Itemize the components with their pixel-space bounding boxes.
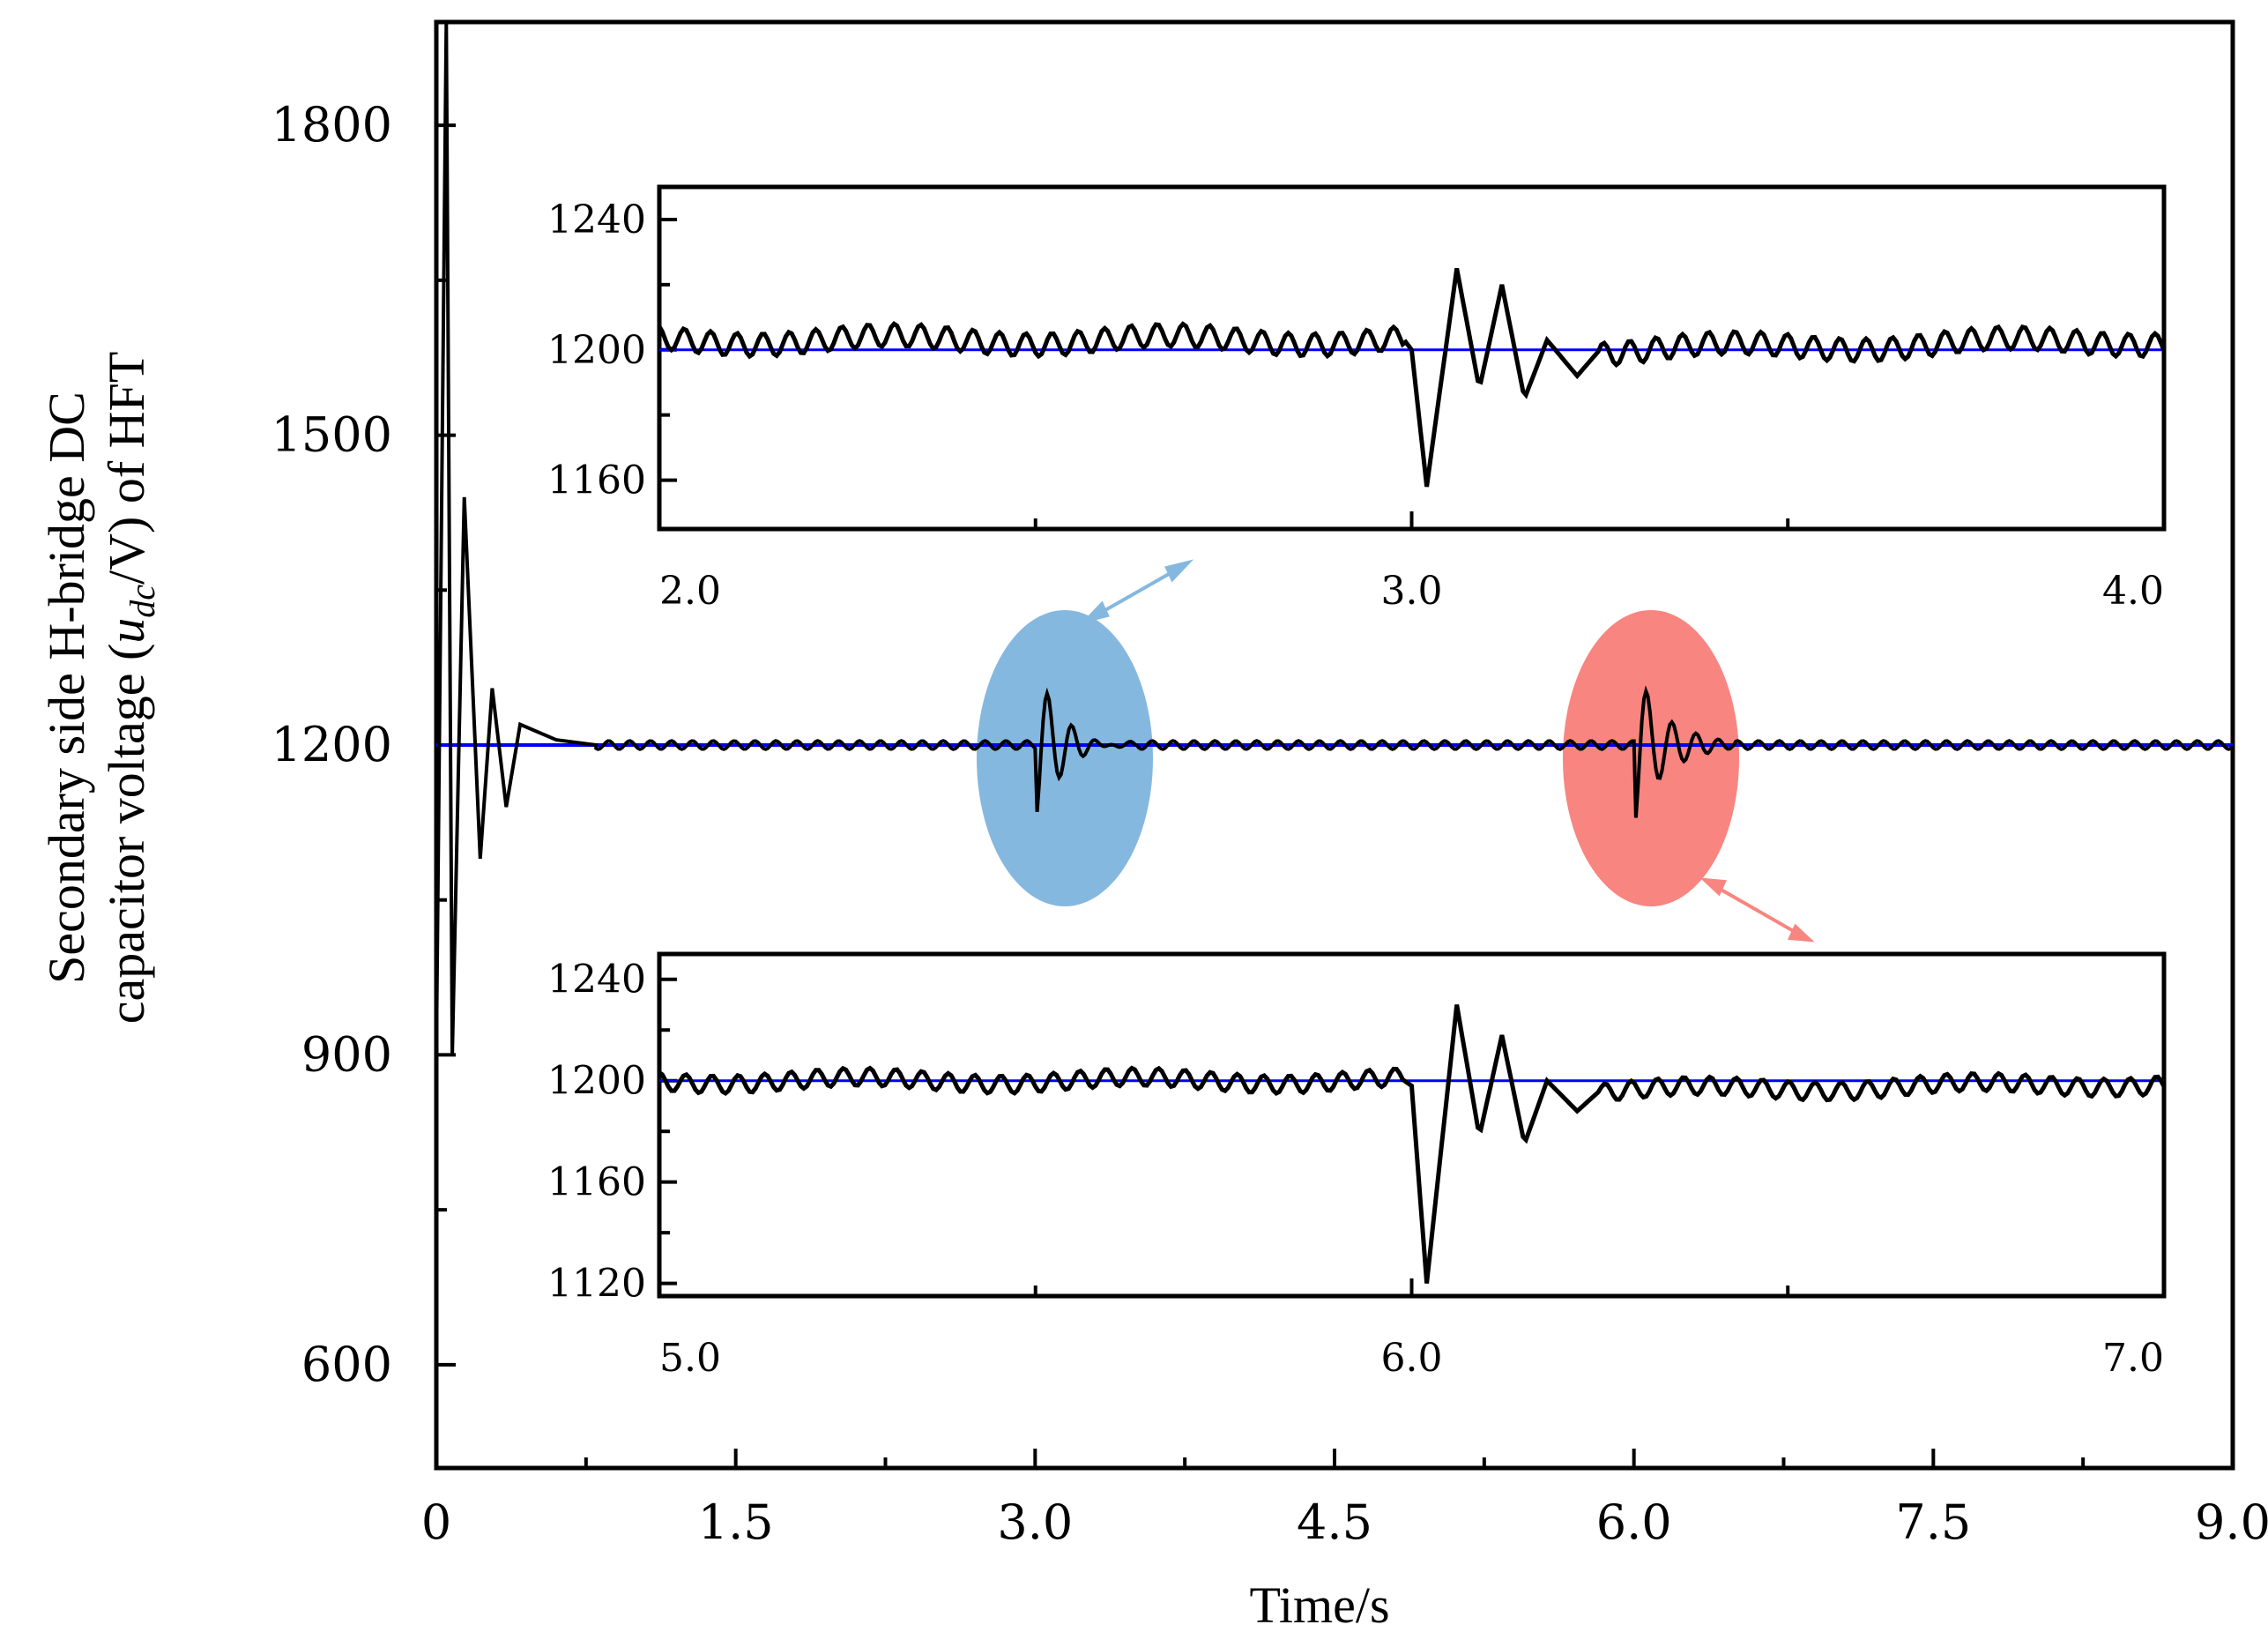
y-axis-title: Secondary side H-bridge DC capacitor vol… (38, 352, 162, 1025)
arrow-blue (1080, 559, 1194, 624)
inset-x-tick-label: 7.0 (2102, 1336, 2164, 1381)
inset-x-tick-label: 2.0 (659, 569, 721, 614)
x-tick-label: 4.5 (1297, 1494, 1372, 1550)
inset-x-tick-label: 3.0 (1381, 569, 1443, 614)
inset-y-tick-label: 1160 (547, 458, 646, 503)
inset-x-tick-label: 5.0 (659, 1336, 721, 1381)
inset-x-tick-label: 6.0 (1381, 1336, 1443, 1381)
y-tick-label: 1200 (271, 717, 392, 772)
inset-y-tick-label: 1160 (547, 1160, 646, 1205)
y-tick-label: 600 (301, 1337, 392, 1392)
x-tick-label: 9.0 (2195, 1494, 2268, 1550)
inset-zoom-2: 5.0 6.0 7.0 1120 1160 1200 1240 (547, 951, 2167, 1381)
y-axis-title-line1: Secondary side H-bridge DC (38, 391, 95, 984)
inset2-y-tick-labels: 1120 1160 1200 1240 (547, 958, 646, 1307)
x-axis-title: Time/s (1249, 1576, 1389, 1634)
inset-y-tick-label: 1120 (547, 1262, 646, 1307)
inset2-ticks (658, 977, 2166, 1296)
y-tick-label: 1800 (271, 97, 392, 153)
inset2-x-tick-labels: 5.0 6.0 7.0 (659, 1336, 2164, 1381)
y-axis-title-line2: capacitor voltage (udc/V) of HFT (98, 352, 162, 1025)
x-tick-label: 3.0 (997, 1494, 1073, 1550)
x-tick-label: 7.5 (1895, 1494, 1971, 1550)
main-y-tick-labels: 600 900 1200 1500 1800 (271, 97, 392, 1392)
x-tick-label: 6.0 (1596, 1494, 1672, 1550)
inset-y-tick-label: 1240 (547, 958, 646, 1002)
inset-zoom-1: 2.0 3.0 4.0 1160 1200 1240 (547, 184, 2167, 614)
main-x-tick-labels: 0 1.5 3.0 4.5 6.0 7.5 9.0 (421, 1494, 2268, 1550)
inset-y-tick-label: 1240 (547, 197, 646, 242)
x-tick-label: 0 (421, 1494, 451, 1550)
highlight-ellipse-red (1563, 610, 1739, 906)
inset2-voltage-trace (658, 1004, 2167, 1284)
inset-x-tick-label: 4.0 (2102, 569, 2164, 614)
x-tick-label: 1.5 (698, 1494, 774, 1550)
y-tick-label: 900 (301, 1026, 392, 1082)
main-voltage-trace (435, 21, 2235, 1055)
arrow-red (1699, 877, 1815, 943)
inset-y-tick-label: 1200 (547, 1059, 646, 1104)
inset-y-tick-label: 1200 (547, 328, 646, 373)
inset1-y-tick-labels: 1160 1200 1240 (547, 197, 646, 503)
inset1-x-tick-labels: 2.0 3.0 4.0 (659, 569, 2164, 614)
y-tick-label: 1500 (271, 407, 392, 463)
inset1-voltage-trace (657, 267, 2167, 488)
